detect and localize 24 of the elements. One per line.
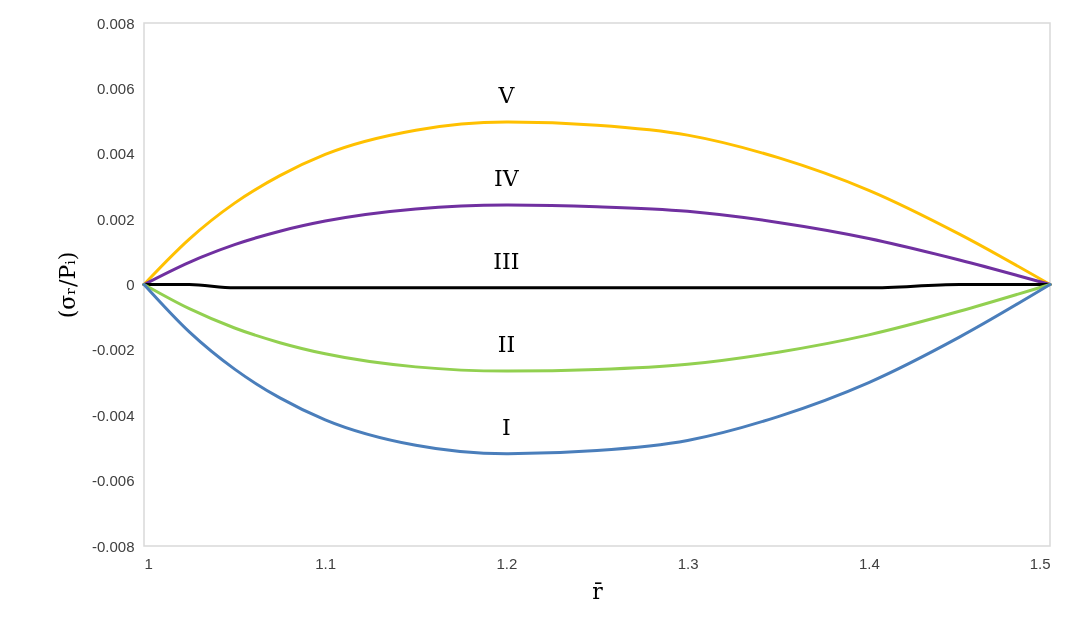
y-tick-label: 0.004 xyxy=(96,145,135,163)
series-label: II xyxy=(497,332,516,358)
line-series xyxy=(142,120,1052,286)
y-tick-label: 0.008 xyxy=(96,14,135,32)
line-series xyxy=(142,283,1052,456)
y-tick-label: -0.004 xyxy=(91,406,135,424)
y-tick-label: -0.002 xyxy=(91,341,135,359)
y-axis-title: (σᵣ/Pᵢ) xyxy=(54,251,80,319)
x-tick-label: 1.5 xyxy=(1029,554,1051,572)
series-label: IV xyxy=(494,166,520,192)
y-tick-label: -0.008 xyxy=(91,537,135,555)
x-tick-label: 1.4 xyxy=(858,554,880,572)
y-tick-label: -0.006 xyxy=(91,472,135,490)
series-label: III xyxy=(493,248,520,274)
x-axis-title: r̄ xyxy=(592,578,604,604)
x-tick-label: 1 xyxy=(144,554,153,572)
series-label: I xyxy=(502,414,511,440)
x-tick-label: 1.2 xyxy=(496,554,518,572)
x-tick-label: 1.3 xyxy=(677,554,699,572)
y-tick-label: 0.002 xyxy=(96,210,135,228)
series-label: V xyxy=(497,83,516,109)
x-tick-label: 1.1 xyxy=(315,554,337,572)
y-tick-label: 0 xyxy=(126,276,135,293)
y-tick-label: 0.006 xyxy=(96,79,135,97)
